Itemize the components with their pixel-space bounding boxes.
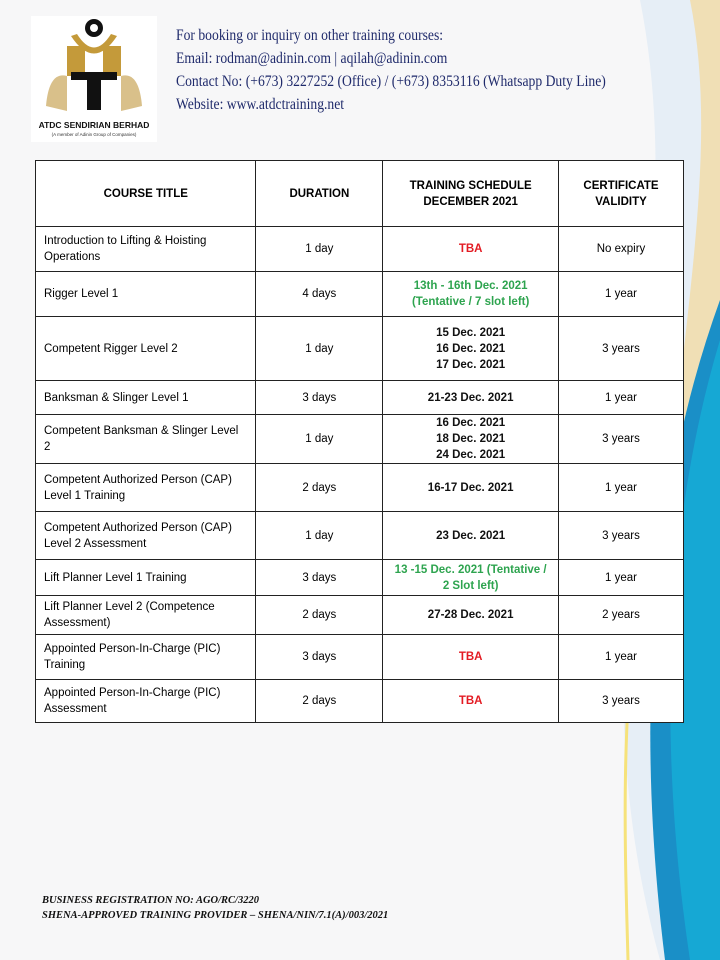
course-title: Banksman & Slinger Level 1 bbox=[34, 380, 257, 415]
schedule: TBA bbox=[382, 634, 560, 680]
schedule: 13th - 16th Dec. 2021 (Tentative / 7 slo… bbox=[382, 271, 560, 317]
certificate-validity: 3 years bbox=[558, 414, 684, 464]
course-title: Appointed Person-In-Charge (PIC) Assessm… bbox=[34, 679, 257, 723]
duration: 1 day bbox=[255, 316, 384, 381]
certificate-validity: 1 year bbox=[558, 271, 684, 317]
contact-info: For booking or inquiry on other training… bbox=[176, 24, 606, 116]
logo-company-name: ATDC SENDIRIAN BERHAD bbox=[38, 120, 150, 130]
course-title: Competent Banksman & Slinger Level 2 bbox=[34, 414, 257, 464]
schedule: 15 Dec. 2021 16 Dec. 2021 17 Dec. 2021 bbox=[382, 316, 560, 381]
course-title: Lift Planner Level 1 Training bbox=[34, 559, 257, 596]
website-text[interactable]: Website: www.atdctraining.net bbox=[176, 96, 345, 113]
phone-text: Contact No: (+673) 3227252 (Office) / (+… bbox=[176, 73, 606, 90]
schedule: TBA bbox=[382, 679, 560, 723]
table-row: Lift Planner Level 1 Training 3 days 13 -1… bbox=[34, 559, 684, 596]
duration: 2 days bbox=[255, 463, 384, 512]
certificate-validity: 3 years bbox=[558, 316, 684, 381]
logo-emblem-icon bbox=[46, 19, 142, 111]
duration: 3 days bbox=[255, 559, 384, 596]
duration: 4 days bbox=[255, 271, 384, 317]
schedule: 27-28 Dec. 2021 bbox=[382, 595, 560, 635]
schedule: 16-17 Dec. 2021 bbox=[382, 463, 560, 512]
course-title: Introduction to Lifting & Hoisting Opera… bbox=[34, 226, 257, 272]
header-duration: DURATION bbox=[255, 160, 384, 227]
certificate-validity: 2 years bbox=[558, 595, 684, 635]
duration: 2 days bbox=[255, 679, 384, 723]
table-row: Introduction to Lifting & Hoisting Opera… bbox=[34, 226, 684, 272]
course-title: Competent Authorized Person (CAP) Level … bbox=[34, 463, 257, 512]
certificate-validity: 1 year bbox=[558, 559, 684, 596]
duration: 1 day bbox=[255, 511, 384, 560]
course-title: Rigger Level 1 bbox=[34, 271, 257, 317]
duration: 1 day bbox=[255, 226, 384, 272]
certificate-validity: 1 year bbox=[558, 463, 684, 512]
table-row: Competent Authorized Person (CAP) Level … bbox=[34, 463, 684, 512]
table-header-row: COURSE TITLE DURATION TRAINING SCHEDULE … bbox=[34, 160, 684, 227]
header-course-title: COURSE TITLE bbox=[34, 160, 257, 227]
table-row: Lift Planner Level 2 (Competence Assessm… bbox=[34, 595, 684, 635]
schedule: 16 Dec. 2021 18 Dec. 2021 24 Dec. 2021 bbox=[382, 414, 560, 464]
certificate-validity: 1 year bbox=[558, 380, 684, 415]
table-row: Competent Authorized Person (CAP) Level … bbox=[34, 511, 684, 560]
course-title: Appointed Person-In-Charge (PIC) Trainin… bbox=[34, 634, 257, 680]
header-schedule: TRAINING SCHEDULE DECEMBER 2021 bbox=[382, 160, 560, 227]
booking-text: For booking or inquiry on other training… bbox=[176, 27, 444, 44]
course-title: Competent Authorized Person (CAP) Level … bbox=[34, 511, 257, 560]
duration: 3 days bbox=[255, 634, 384, 680]
duration: 2 days bbox=[255, 595, 384, 635]
header-validity: CERTIFICATE VALIDITY bbox=[558, 160, 684, 227]
business-registration: BUSINESS REGISTRATION NO: AGO/RC/3220 bbox=[42, 895, 259, 906]
table-row: Appointed Person-In-Charge (PIC) Assessm… bbox=[34, 679, 684, 723]
certificate-validity: No expiry bbox=[558, 226, 684, 272]
footer: BUSINESS REGISTRATION NO: AGO/RC/3220 SH… bbox=[42, 893, 388, 923]
table-row: Appointed Person-In-Charge (PIC) Trainin… bbox=[34, 634, 684, 680]
certificate-validity: 1 year bbox=[558, 634, 684, 680]
logo-tagline: (A member of Adinin Group of Companies) bbox=[51, 132, 137, 137]
company-logo: ATDC SENDIRIAN BERHAD (A member of Adini… bbox=[31, 16, 157, 142]
duration: 1 day bbox=[255, 414, 384, 464]
certificate-validity: 3 years bbox=[558, 679, 684, 723]
certificate-validity: 3 years bbox=[558, 511, 684, 560]
schedule: 13 -15 Dec. 2021 (Tentative / 2 Slot lef… bbox=[382, 559, 560, 596]
duration: 3 days bbox=[255, 380, 384, 415]
course-schedule-table: COURSE TITLE DURATION TRAINING SCHEDULE … bbox=[34, 160, 684, 723]
shena-approval: SHENA-APPROVED TRAINING PROVIDER – SHENA… bbox=[42, 910, 389, 921]
course-title: Competent Rigger Level 2 bbox=[34, 316, 257, 381]
schedule: 23 Dec. 2021 bbox=[382, 511, 560, 560]
course-title: Lift Planner Level 2 (Competence Assessm… bbox=[34, 595, 257, 635]
schedule: TBA bbox=[382, 226, 560, 272]
email-text[interactable]: Email: rodman@adinin.com | aqilah@adinin… bbox=[176, 50, 448, 67]
schedule: 21-23 Dec. 2021 bbox=[382, 380, 560, 415]
